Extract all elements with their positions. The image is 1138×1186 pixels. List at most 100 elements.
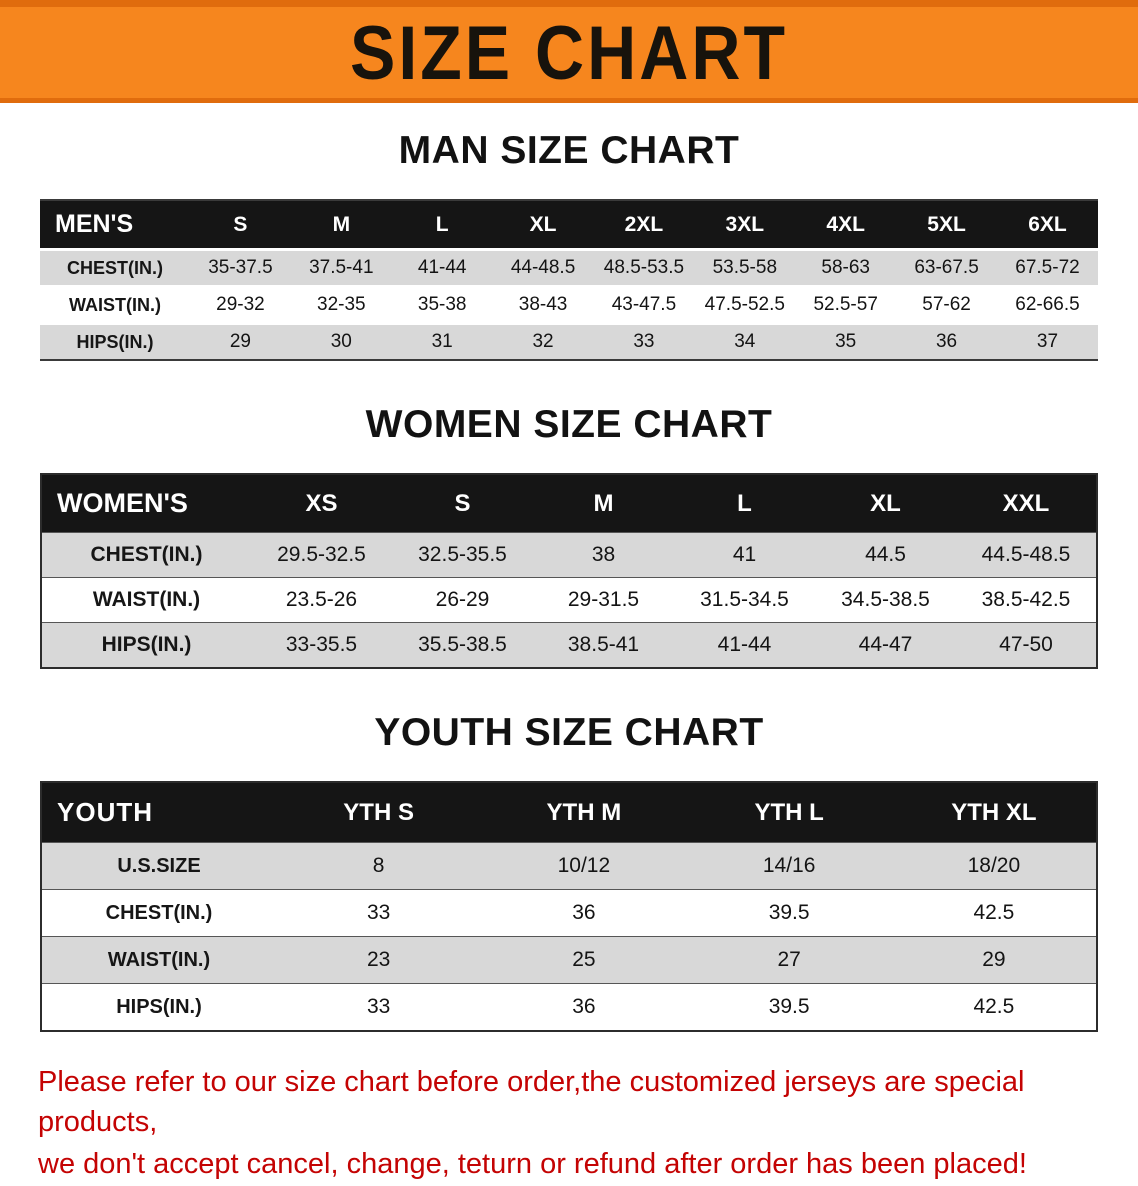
row-label: WAIST(IN.): [107, 948, 211, 971]
size-header-cell: 2XL: [624, 212, 664, 236]
size-value-cell: 48.5-53.5: [603, 257, 685, 278]
size-value-cell: 32-35: [317, 294, 366, 315]
size-value-cell: 38.5-42.5: [981, 588, 1071, 611]
size-value-cell: 41: [732, 543, 757, 566]
size-value-cell: 8: [372, 854, 385, 877]
table-header-row: WOMEN'S XS S M L XL XXL: [41, 474, 1097, 533]
measurement-row: WAIST(IN.) 23 25 27 29: [41, 936, 1097, 984]
women-chart-heading: WOMEN SIZE CHART: [365, 403, 773, 446]
size-value-cell: 57-62: [922, 294, 971, 315]
row-label: CHEST(IN.): [105, 901, 213, 924]
size-value-cell: 25: [572, 948, 596, 971]
measurement-row: CHEST(IN.) 29.5-32.5 32.5-35.5 38 41 44.5 44.5…: [41, 532, 1097, 578]
table-body: CHEST(IN.) 29.5-32.5 32.5-35.5 38 41 44.5 44.5…: [41, 532, 1097, 668]
size-value-cell: 29-32: [216, 294, 265, 315]
section-youth: YOUTH SIZE CHART YOUTH YTH S YTH M YTH L YTH…: [0, 711, 1138, 1032]
size-value-cell: 63-67.5: [914, 257, 979, 278]
size-value-cell: 41-44: [417, 257, 467, 278]
size-value-cell: 44-47: [858, 633, 913, 656]
size-value-cell: 33: [633, 331, 655, 352]
row-label: U.S.SIZE: [117, 854, 201, 877]
size-header-cell: M: [593, 489, 614, 517]
size-value-cell: 31.5-34.5: [700, 588, 789, 611]
size-value-cell: 23: [366, 948, 391, 971]
row-label: WAIST(IN.): [69, 294, 161, 315]
size-value-cell: 37.5-41: [309, 257, 374, 278]
size-value-cell: 29: [982, 948, 1006, 971]
measurement-row: HIPS(IN.) 29 30 31 32 33 34 35 36 37: [40, 323, 1098, 360]
size-value-cell: 62-66.5: [1015, 294, 1080, 315]
size-value-cell: 32.5-35.5: [418, 543, 507, 566]
size-value-cell: 30: [330, 331, 352, 352]
disclaimer: Please refer to our size chart before or…: [38, 1062, 1100, 1184]
measurement-row: HIPS(IN.) 33-35.5 35.5-38.5 38.5-41 41-44 44-…: [41, 622, 1097, 668]
size-value-cell: 33: [366, 995, 391, 1018]
banner: SIZE CHART: [0, 0, 1138, 103]
size-value-cell: 18/20: [967, 854, 1021, 877]
size-value-cell: 34: [734, 331, 756, 352]
size-value-cell: 44.5-48.5: [981, 543, 1071, 566]
measurement-row: WAIST(IN.) 23.5-26 26-29 29-31.5 31.5-34.5 34…: [41, 577, 1097, 623]
size-value-cell: 35-37.5: [208, 257, 273, 278]
measurement-row: CHEST(IN.) 35-37.5 37.5-41 41-44 44-48.5 48.5…: [40, 249, 1098, 287]
size-header-cell: YTH L: [754, 798, 824, 826]
size-header-cell: 3XL: [725, 212, 765, 236]
size-header-cell: M: [332, 212, 351, 236]
table-header-row: MEN'S S M L XL 2XL 3XL 4XL 5XL 6XL: [40, 200, 1098, 250]
measurement-row: CHEST(IN.) 33 36 39.5 42.5: [41, 889, 1097, 937]
size-value-cell: 38: [591, 543, 616, 566]
size-value-cell: 36: [572, 901, 596, 924]
size-value-cell: 41-44: [717, 633, 772, 656]
size-value-cell: 37: [1036, 331, 1059, 352]
size-value-cell: 27: [777, 948, 801, 971]
size-value-cell: 36: [935, 331, 958, 352]
table-body: CHEST(IN.) 35-37.5 37.5-41 41-44 44-48.5 48.5…: [40, 249, 1098, 360]
size-value-cell: 42.5: [973, 995, 1015, 1018]
size-value-cell: 23.5-26: [285, 588, 358, 611]
size-header-cell: 6XL: [1028, 212, 1067, 236]
row-label: CHEST(IN.): [90, 543, 203, 566]
size-value-cell: 29-31.5: [567, 588, 640, 611]
size-value-cell: 39.5: [768, 901, 810, 924]
table-body: U.S.SIZE 8 10/12 14/16 18/20 CHEST(IN.) 33 36 39…: [41, 842, 1097, 1031]
size-value-cell: 38-43: [518, 294, 568, 315]
page-title: SIZE CHART: [350, 9, 788, 96]
size-value-cell: 42.5: [973, 901, 1015, 924]
table-title-cell: YOUTH: [57, 797, 153, 827]
size-value-cell: 14/16: [762, 854, 816, 877]
size-header-cell: 5XL: [927, 212, 966, 236]
size-value-cell: 31: [431, 331, 453, 352]
size-value-cell: 52.5-57: [813, 294, 878, 315]
size-header-cell: 4XL: [826, 212, 865, 236]
section-women: WOMEN SIZE CHART WOMEN'S XS S M L XL XXL CHEST(…: [0, 403, 1138, 669]
size-header-cell: YTH S: [343, 798, 414, 826]
row-label: HIPS(IN.): [101, 633, 192, 656]
table-header-row: YOUTH YTH S YTH M YTH L YTH XL: [41, 782, 1097, 843]
table-title-cell: MEN'S: [55, 210, 134, 238]
women-size-table: WOMEN'S XS S M L XL XXL CHEST(IN.) 29.5-32.5 32.5…: [40, 473, 1098, 669]
disclaimer-line-2: we don't accept cancel, change, teturn o…: [38, 1148, 1027, 1181]
section-man: MAN SIZE CHART MEN'S S M L XL 2XL 3XL 4XL 5XL 6XL…: [0, 129, 1138, 361]
size-value-cell: 35-38: [417, 294, 467, 315]
size-header-cell: S: [454, 489, 471, 517]
size-value-cell: 34.5-38.5: [841, 588, 930, 611]
row-label: HIPS(IN.): [116, 995, 202, 1018]
size-value-cell: 36: [572, 995, 596, 1018]
table-head: WOMEN'S XS S M L XL XXL: [41, 474, 1097, 533]
size-value-cell: 44.5: [865, 543, 906, 566]
size-value-cell: 26-29: [435, 588, 490, 611]
size-header-cell: L: [435, 212, 449, 236]
size-value-cell: 67.5-72: [1015, 257, 1080, 278]
size-value-cell: 53.5-58: [712, 257, 778, 278]
size-value-cell: 38.5-41: [567, 633, 640, 656]
size-header-cell: XL: [529, 212, 557, 236]
row-label: CHEST(IN.): [67, 257, 163, 278]
size-value-cell: 33: [366, 901, 391, 924]
size-header-cell: YTH XL: [951, 798, 1037, 826]
size-value-cell: 32: [532, 331, 554, 352]
size-value-cell: 39.5: [768, 995, 810, 1018]
size-header-cell: L: [737, 489, 752, 517]
table-title-cell: WOMEN'S: [57, 488, 188, 518]
size-header-cell: XXL: [1002, 489, 1050, 517]
